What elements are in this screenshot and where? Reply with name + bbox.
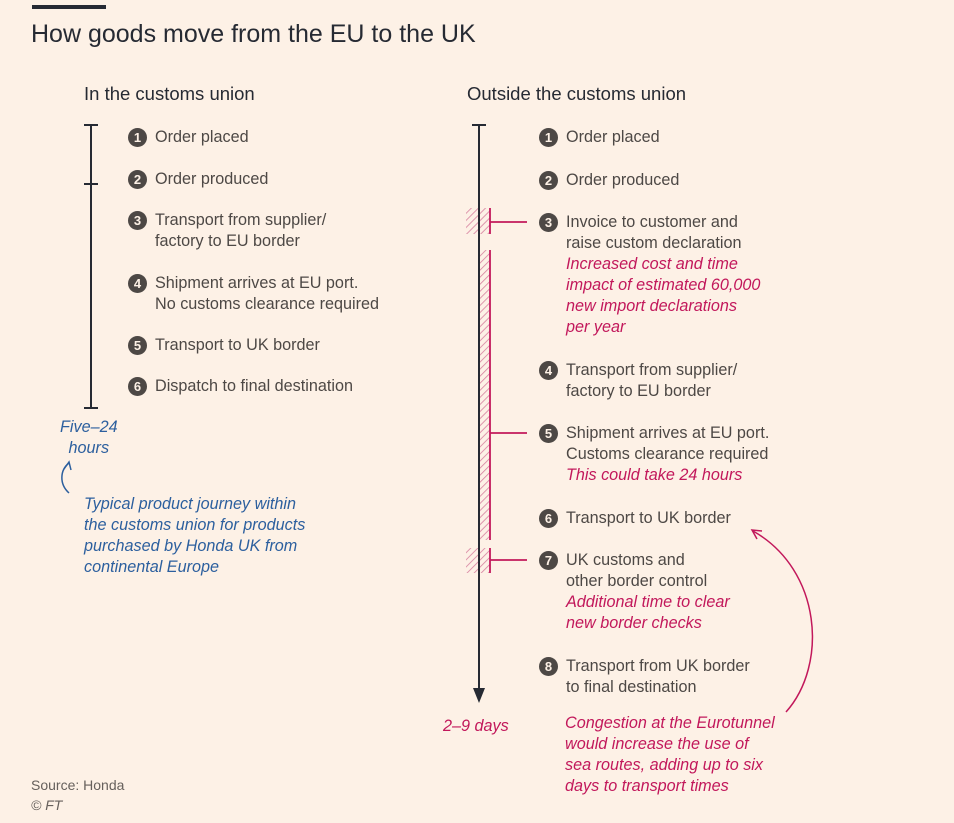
left-step-4: 4 Shipment arrives at EU port. No customs… <box>128 273 379 315</box>
left-step-1: 1 Order placed <box>128 127 249 148</box>
right-step-7: 7 UK customs and other border control Ad… <box>539 550 730 634</box>
left-duration: Five–24 hours <box>60 418 118 457</box>
right-duration: 2–9 days <box>443 717 509 735</box>
right-step-2: 2 Order produced <box>539 170 679 191</box>
left-annotation: Typical product journey within the custo… <box>84 495 306 576</box>
right-step-4: 4 Transport from supplier/factory to EU … <box>539 360 737 402</box>
delay-band-clearance <box>478 250 490 540</box>
right-step-8: 8 Transport from UK border to final desti… <box>539 656 750 698</box>
chart-title: How goods move from the EU to the UK <box>31 20 476 48</box>
right-step-5: 5 Shipment arrives at EU port. Customs c… <box>539 423 769 486</box>
border-checks-note: Additional time to clear <box>566 593 730 611</box>
left-step-6: 6 Dispatch to final destination <box>128 376 353 397</box>
top-accent-bar <box>32 5 106 9</box>
source-credit: Source: Honda © FT <box>31 777 125 813</box>
congestion-arrow <box>752 530 814 713</box>
clearance-note: This could take 24 hours <box>566 466 743 484</box>
left-timeline <box>84 124 98 409</box>
left-step-2: 2 Order produced <box>128 169 268 190</box>
congestion-annotation: Congestion at the Eurotunnel would incre… <box>565 714 775 795</box>
left-heading: In the customs union <box>84 83 255 104</box>
right-step-3: 3 Invoice to customer and raise custom d… <box>539 212 760 338</box>
left-step-3: 3 Transport from supplier/factory to EU … <box>128 210 326 252</box>
right-step-1: 1 Order placed <box>539 127 660 148</box>
declaration-note: Increased cost and time <box>566 255 738 273</box>
left-step-5: 5 Transport to UK border <box>128 335 320 356</box>
right-timeline <box>472 124 486 703</box>
right-step-6: 6 Transport to UK border <box>539 508 731 529</box>
right-heading: Outside the customs union <box>467 83 687 104</box>
